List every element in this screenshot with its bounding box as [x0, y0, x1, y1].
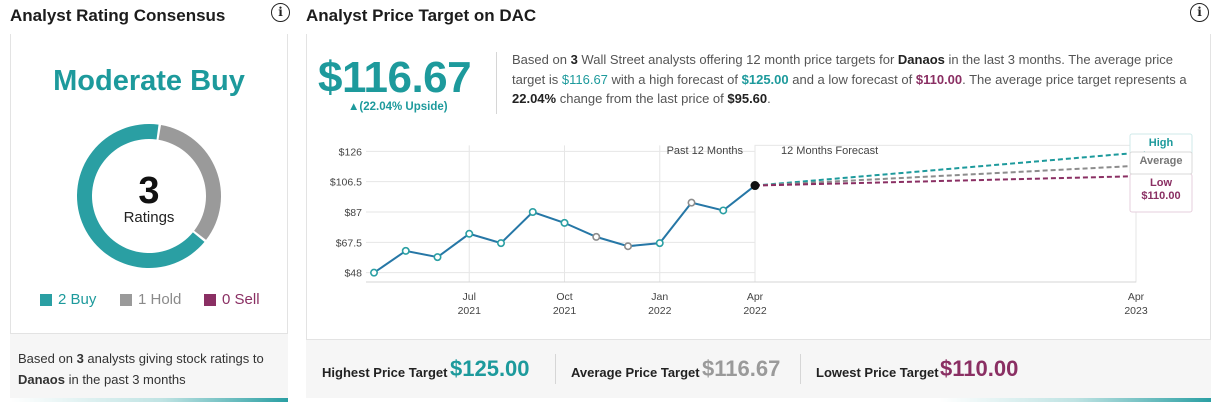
x-tick-year: 2021	[553, 305, 577, 317]
past-12-months-label: Past 12 Months	[667, 145, 744, 157]
current-price-point[interactable]	[750, 181, 760, 191]
forecast-label: 12 Months Forecast	[781, 145, 878, 157]
rating-footnote: Based on 3 analysts giving stock ratings…	[18, 351, 264, 387]
y-tick-label: $48	[344, 268, 362, 280]
x-tick-year: 2022	[648, 305, 672, 317]
x-tick-month: Apr	[747, 291, 764, 303]
upside-badge: ▲(22.04% Upside)	[348, 101, 448, 113]
price-point[interactable]	[465, 229, 474, 238]
sell-swatch	[204, 293, 216, 306]
x-tick-year: 2023	[1124, 305, 1148, 317]
y-tick-label: $126	[339, 146, 363, 158]
x-tick-month: Jan	[651, 291, 668, 303]
price-point[interactable]	[528, 208, 537, 217]
legend-sell: 0 Sell	[204, 291, 260, 308]
average-target-value: $116.67	[702, 356, 781, 381]
forecast-low-label-value: $110.00	[1141, 190, 1180, 202]
ratings-count: 3	[138, 170, 160, 212]
rating-consensus-title: Analyst Rating Consensus	[10, 6, 226, 25]
x-tick-year: 2022	[743, 305, 767, 317]
y-tick-label: $87	[344, 207, 362, 219]
highest-target-label: Highest Price Target	[322, 365, 448, 380]
legend-buy: 2 Buy	[40, 291, 96, 308]
price-point[interactable]	[370, 268, 379, 277]
stat-divider	[555, 354, 556, 384]
average-target-label: Average Price Target	[571, 365, 700, 380]
legend-buy-label: 2 Buy	[58, 291, 97, 308]
price-target-summary: Based on 3 Wall Street analysts offering…	[512, 52, 1187, 106]
lowest-target-value: $110.00	[940, 356, 1019, 381]
info-icon[interactable]: i	[271, 3, 290, 22]
price-point[interactable]	[433, 253, 442, 262]
forecast-line-average	[754, 164, 1137, 187]
stat-divider	[800, 354, 801, 384]
x-tick-month: Apr	[1128, 291, 1145, 303]
rating-card-footer	[10, 334, 288, 398]
donut-slice-1-hold	[158, 125, 221, 240]
average-price-target: $116.67	[318, 53, 472, 102]
price-point[interactable]	[623, 242, 632, 251]
price-point[interactable]	[497, 239, 506, 248]
hold-swatch	[120, 293, 132, 306]
x-tick-month: Oct	[556, 291, 572, 303]
price-target-footer	[306, 340, 1211, 398]
price-point[interactable]	[401, 246, 410, 255]
buy-swatch	[40, 293, 52, 306]
price-point[interactable]	[687, 198, 696, 207]
rating-card	[10, 34, 288, 334]
legend-hold-label: 1 Hold	[138, 291, 182, 308]
forecast-average-label-box	[1129, 151, 1193, 175]
price-point[interactable]	[592, 232, 601, 241]
price-point[interactable]	[719, 206, 728, 215]
highest-target-value: $125.00	[450, 356, 530, 381]
forecast-average-label-title: Average	[1139, 155, 1182, 167]
legend-sell-label: 0 Sell	[222, 291, 260, 308]
consensus-label: Moderate Buy	[53, 65, 245, 97]
lowest-target-label: Lowest Price Target	[816, 365, 939, 380]
left-bottom-accent	[10, 398, 288, 402]
y-tick-label: $67.5	[336, 237, 362, 249]
price-target-title: Analyst Price Target on DAC	[306, 6, 537, 25]
donut-slice-2-buy	[77, 124, 205, 268]
footnote-company: Danaos	[18, 372, 65, 387]
x-tick-year: 2021	[458, 305, 482, 317]
right-bottom-accent	[306, 398, 1211, 402]
forecast-high-label-title: High	[1149, 137, 1174, 149]
forecast-low-label-title: Low	[1150, 177, 1172, 189]
price-point[interactable]	[655, 239, 664, 248]
y-tick-label: $106.5	[330, 177, 362, 189]
forecast-region	[754, 144, 1137, 283]
price-target-chart: $126 $106.5 $87 $67.5 $48 Jul 2021 Oct 2021 Jan 2…	[330, 133, 1193, 317]
price-point[interactable]	[560, 218, 569, 227]
info-icon[interactable]: i	[1190, 3, 1209, 22]
legend-hold: 1 Hold	[120, 291, 181, 308]
header-divider	[496, 52, 497, 114]
footnote-analyst-count: 3	[76, 351, 84, 366]
rating-donut	[77, 124, 221, 268]
ratings-label: Ratings	[123, 209, 175, 226]
x-tick-month: Jul	[463, 291, 476, 303]
